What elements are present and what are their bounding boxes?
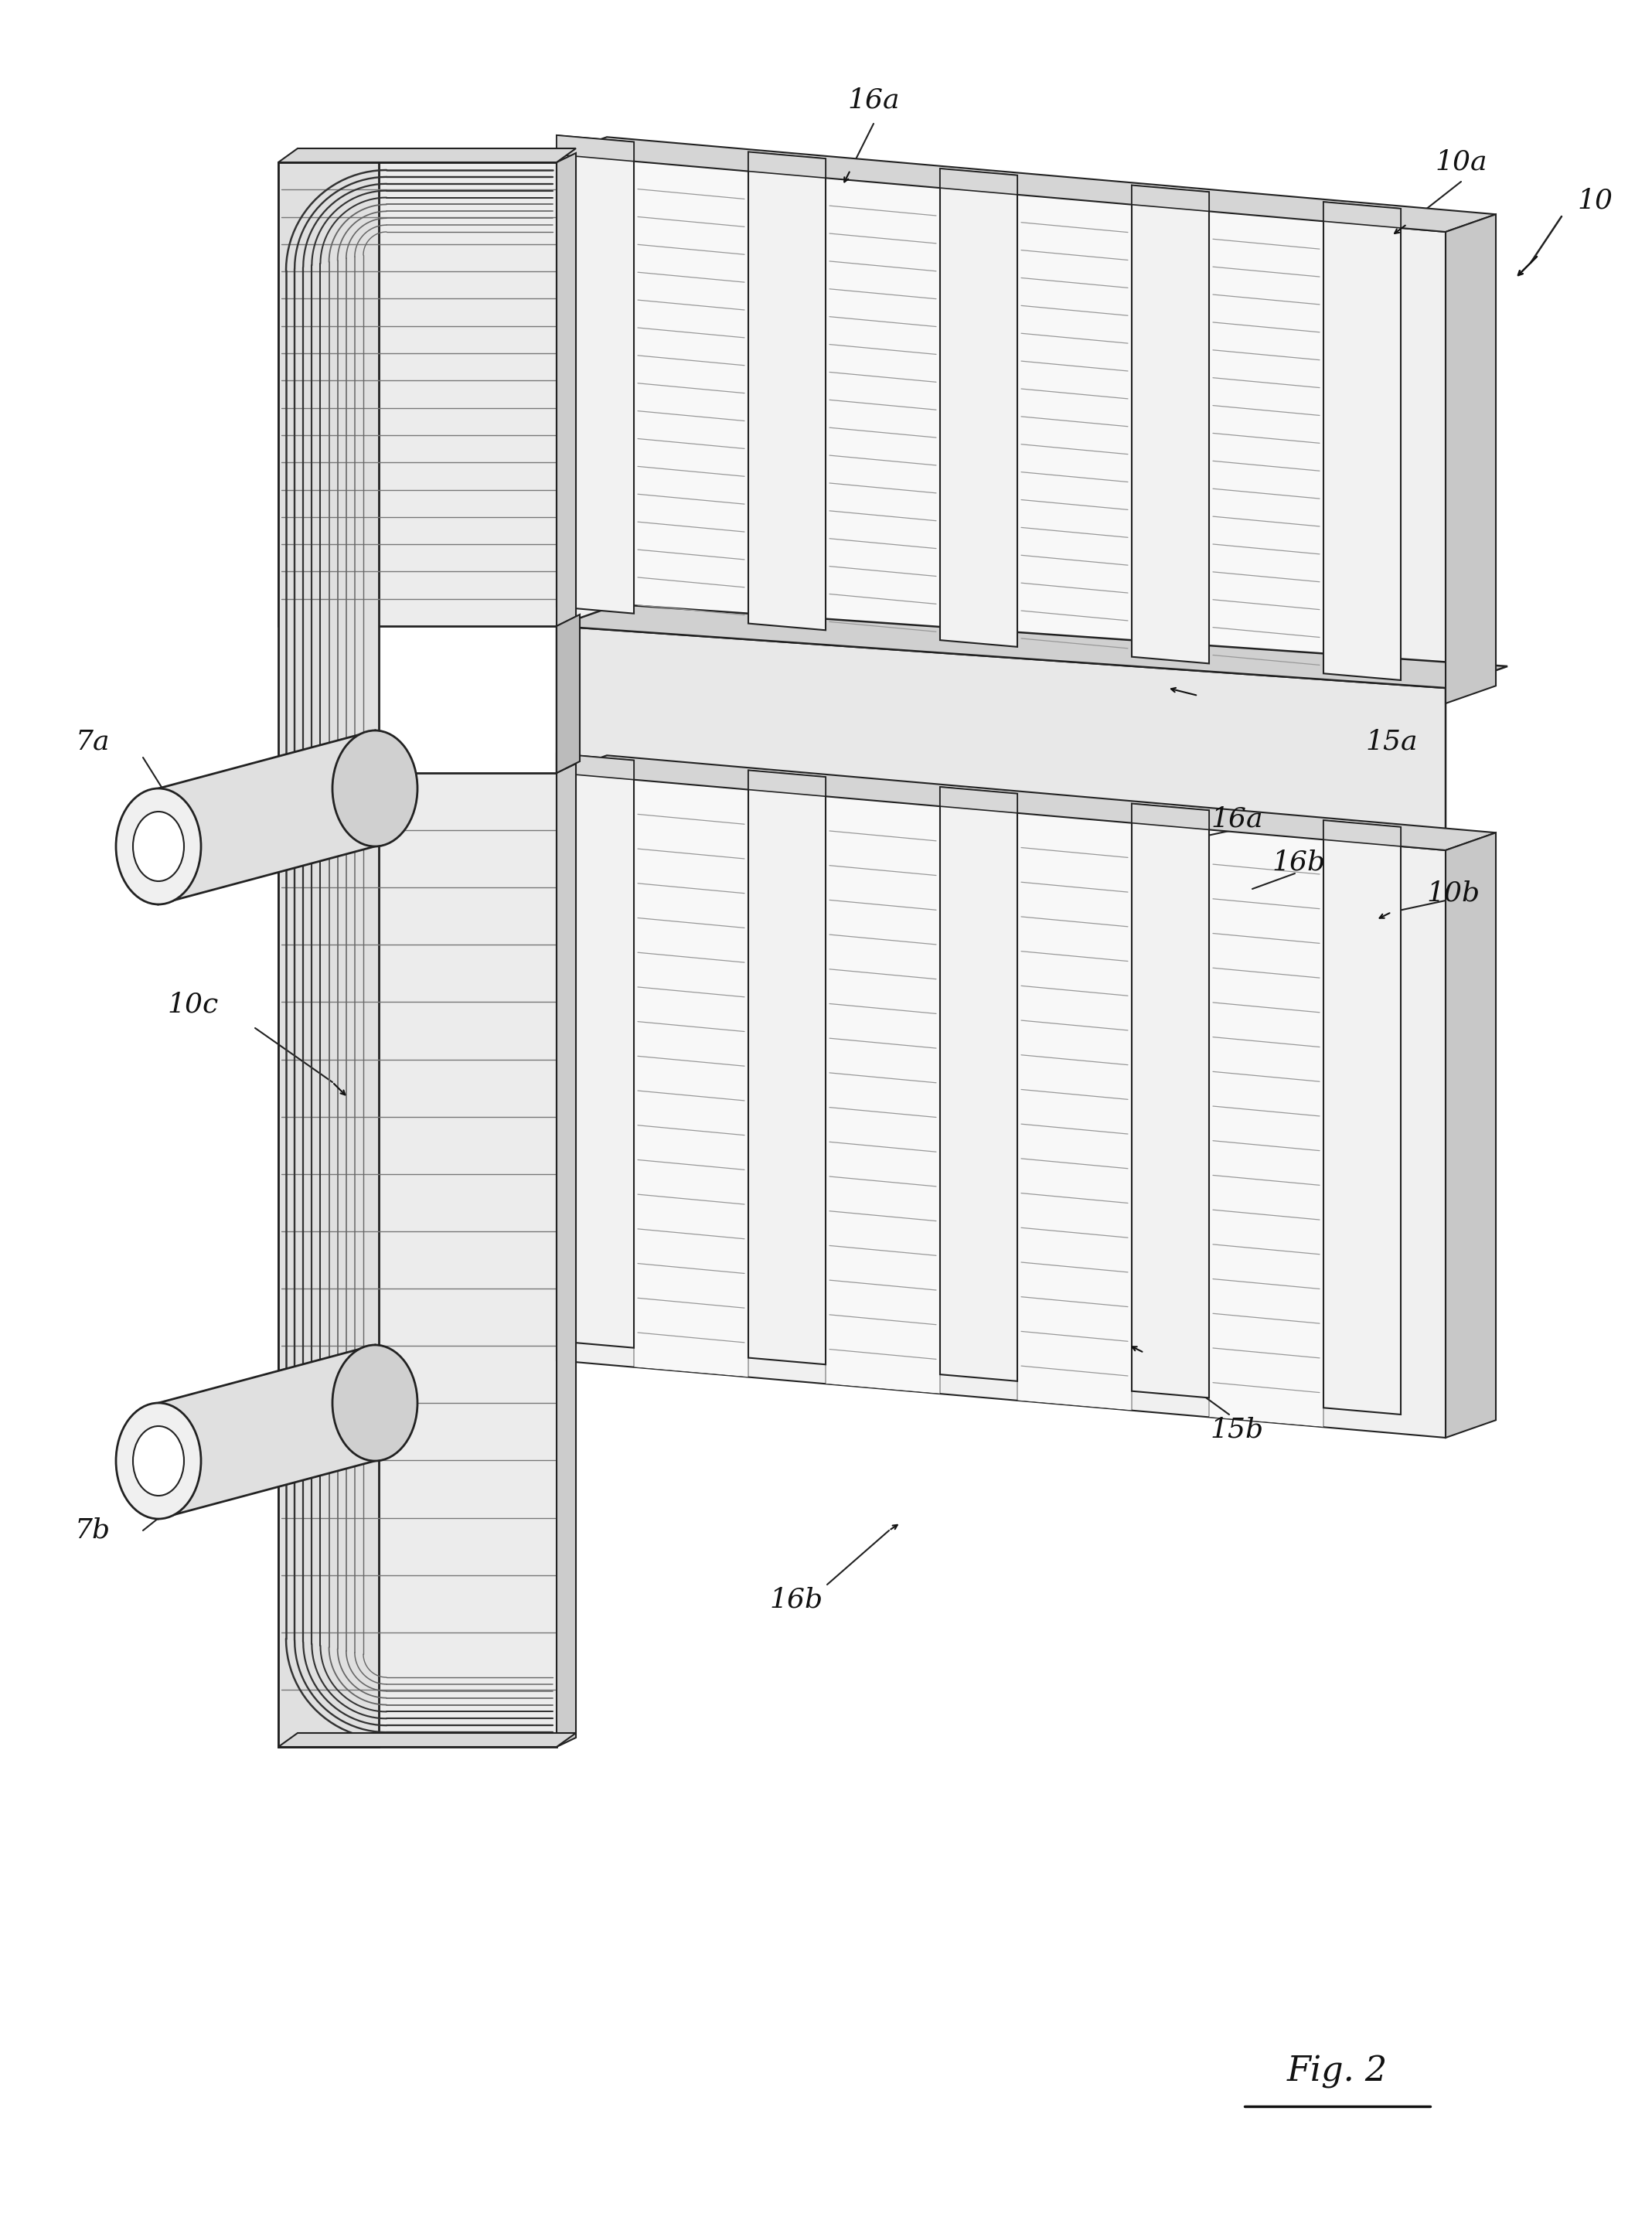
- Ellipse shape: [132, 812, 183, 881]
- Polygon shape: [557, 755, 634, 779]
- Polygon shape: [557, 755, 1495, 850]
- Polygon shape: [1446, 832, 1495, 1438]
- Polygon shape: [557, 763, 577, 1746]
- Text: 10a: 10a: [1436, 148, 1487, 175]
- Polygon shape: [1323, 201, 1401, 679]
- Polygon shape: [1132, 186, 1209, 210]
- Polygon shape: [748, 153, 826, 177]
- Polygon shape: [748, 770, 826, 1365]
- Ellipse shape: [132, 1425, 183, 1496]
- Polygon shape: [940, 788, 1018, 1381]
- Polygon shape: [557, 137, 1495, 232]
- Text: 15a: 15a: [1366, 728, 1417, 755]
- Text: 16a: 16a: [1211, 806, 1264, 832]
- Polygon shape: [278, 148, 577, 162]
- Polygon shape: [1132, 803, 1209, 1399]
- Text: 15b: 15b: [1211, 1416, 1264, 1443]
- Polygon shape: [557, 135, 634, 162]
- Text: 7a: 7a: [76, 728, 111, 755]
- Polygon shape: [557, 153, 577, 626]
- Polygon shape: [748, 770, 826, 797]
- Polygon shape: [278, 162, 557, 626]
- Polygon shape: [1323, 201, 1401, 228]
- Polygon shape: [1018, 812, 1132, 1410]
- Polygon shape: [278, 162, 378, 1746]
- Text: Fig. 2: Fig. 2: [1287, 2056, 1388, 2089]
- Polygon shape: [748, 153, 826, 631]
- Polygon shape: [1209, 210, 1323, 693]
- Polygon shape: [557, 604, 1507, 688]
- Polygon shape: [557, 155, 1446, 704]
- Polygon shape: [159, 730, 375, 905]
- Text: 16a: 16a: [847, 86, 900, 113]
- Polygon shape: [940, 168, 1018, 646]
- Polygon shape: [1323, 821, 1401, 1414]
- Polygon shape: [557, 626, 1446, 834]
- Polygon shape: [1209, 830, 1323, 1427]
- Polygon shape: [557, 135, 634, 613]
- Polygon shape: [940, 788, 1018, 812]
- Polygon shape: [1446, 215, 1495, 704]
- Text: 7b: 7b: [74, 1518, 111, 1545]
- Text: 10: 10: [1578, 188, 1612, 215]
- Polygon shape: [634, 162, 748, 642]
- Polygon shape: [557, 755, 634, 1348]
- Polygon shape: [1018, 195, 1132, 677]
- Ellipse shape: [332, 730, 418, 845]
- Text: 16b: 16b: [1272, 850, 1325, 874]
- Polygon shape: [278, 1733, 577, 1746]
- Ellipse shape: [332, 1346, 418, 1461]
- Polygon shape: [1323, 821, 1401, 845]
- Polygon shape: [826, 797, 940, 1394]
- Polygon shape: [634, 779, 748, 1376]
- Polygon shape: [159, 1346, 375, 1518]
- Text: 16b: 16b: [770, 1587, 823, 1613]
- Ellipse shape: [116, 788, 202, 905]
- Polygon shape: [557, 615, 580, 772]
- Polygon shape: [826, 177, 940, 659]
- Ellipse shape: [116, 1403, 202, 1518]
- Polygon shape: [940, 168, 1018, 195]
- Text: 10b: 10b: [1427, 879, 1480, 905]
- Polygon shape: [557, 772, 1446, 1438]
- Polygon shape: [1132, 803, 1209, 830]
- Polygon shape: [278, 772, 557, 1746]
- Text: 10c: 10c: [167, 991, 218, 1018]
- Polygon shape: [1132, 186, 1209, 664]
